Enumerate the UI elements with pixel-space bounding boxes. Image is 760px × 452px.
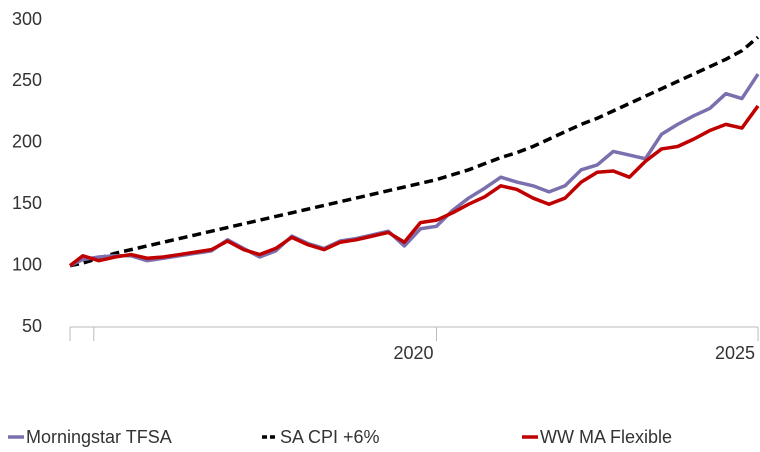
legend-label: Morningstar TFSA [26,427,172,447]
series-line [69,35,760,268]
y-tick-label: 300 [12,9,42,29]
y-tick-label: 250 [12,70,42,90]
series-line [68,104,760,267]
y-tick-label: 50 [22,316,42,336]
legend-label: SA CPI +6% [280,427,380,447]
x-tick-label: 2020 [393,343,433,363]
y-tick-label: 200 [12,132,42,152]
legend-label: WW MA Flexible [540,427,672,447]
y-tick-label: 100 [12,254,42,274]
series-line [69,73,760,268]
x-tick-label: 2025 [715,343,755,363]
y-tick-label: 150 [12,193,42,213]
